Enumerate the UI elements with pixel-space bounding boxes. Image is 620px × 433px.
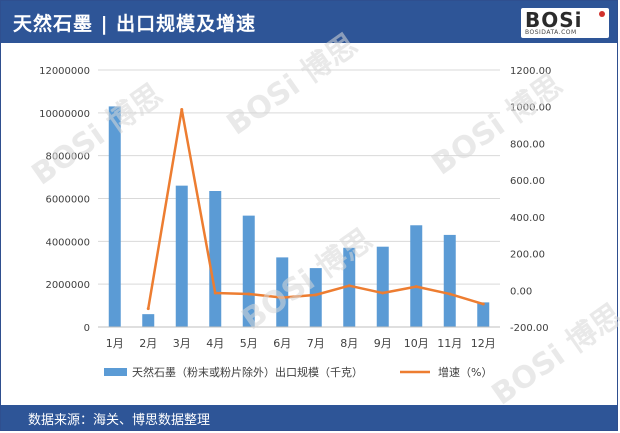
bar-11月 bbox=[443, 234, 456, 327]
growth-point-10月 bbox=[414, 285, 418, 289]
logo-subtitle: BOSIDATA.COM bbox=[525, 29, 577, 36]
left-tick-label: 12000000 bbox=[39, 66, 90, 77]
x-tick-label: 11月 bbox=[437, 337, 462, 350]
chart-area: 0 2000000 4000000 6000000 8000000 10000000 120… bbox=[39, 66, 551, 379]
growth-point-5月 bbox=[247, 292, 251, 296]
left-tick-label: 10000000 bbox=[39, 109, 90, 120]
bar-6月 bbox=[276, 257, 289, 327]
x-tick-label: 7月 bbox=[307, 337, 325, 350]
right-tick-label: 600.00 bbox=[510, 176, 545, 187]
x-tick-label: 9月 bbox=[374, 337, 392, 350]
growth-point-9月 bbox=[381, 291, 385, 295]
right-tick-label: 0.00 bbox=[510, 286, 532, 297]
right-tick-label: 200.00 bbox=[510, 250, 545, 261]
left-tick-label: 6000000 bbox=[45, 195, 90, 206]
bar-4月 bbox=[209, 191, 222, 327]
left-tick-label: 0 bbox=[84, 323, 90, 334]
chart-title: 天然石墨 | 出口规模及增速 bbox=[13, 13, 257, 35]
x-tick-label: 3月 bbox=[173, 337, 191, 350]
logo-word: BOSi bbox=[525, 8, 583, 32]
bar-12月 bbox=[477, 302, 490, 327]
bar-8月 bbox=[343, 247, 356, 327]
right-tick-label: 1000.00 bbox=[510, 103, 551, 114]
x-tick-label: 8月 bbox=[340, 337, 358, 350]
bar-10月 bbox=[410, 225, 423, 327]
x-tick-label: 2月 bbox=[139, 337, 157, 350]
growth-point-11月 bbox=[448, 292, 452, 296]
bar-2月 bbox=[142, 314, 155, 327]
growth-point-8月 bbox=[347, 284, 351, 288]
growth-point-2月 bbox=[146, 307, 150, 311]
left-tick-label: 8000000 bbox=[45, 152, 90, 163]
right-tick-label: -200.00 bbox=[510, 323, 549, 334]
left-tick-label: 2000000 bbox=[45, 280, 90, 291]
bar-3月 bbox=[175, 185, 188, 327]
bar-5月 bbox=[242, 215, 255, 327]
logo-dot-icon bbox=[599, 11, 605, 17]
x-tick-label: 4月 bbox=[206, 337, 224, 350]
data-source: 数据来源：海关、博思数据整理 bbox=[28, 413, 211, 428]
footer-bar: 数据来源：海关、博思数据整理 bbox=[1, 405, 617, 430]
x-tick-label: 1月 bbox=[106, 337, 124, 350]
legend-bar-swatch bbox=[104, 368, 127, 376]
growth-point-6月 bbox=[280, 296, 284, 300]
bar-7月 bbox=[309, 268, 322, 327]
growth-point-4月 bbox=[213, 291, 217, 295]
growth-point-7月 bbox=[314, 293, 318, 297]
bar-9月 bbox=[376, 246, 389, 327]
x-tick-label: 10月 bbox=[404, 337, 429, 350]
right-tick-label: 400.00 bbox=[510, 213, 545, 224]
right-tick-label: 1200.00 bbox=[510, 66, 551, 77]
legend-line-label: 增速（%） bbox=[438, 365, 492, 379]
x-tick-label: 6月 bbox=[273, 337, 291, 350]
growth-point-12月 bbox=[481, 302, 485, 306]
x-tick-label: 12月 bbox=[471, 337, 496, 350]
left-tick-label: 4000000 bbox=[45, 237, 90, 248]
right-tick-label: 800.00 bbox=[510, 139, 545, 150]
header-bar: 天然石墨 | 出口规模及增速 BOSi BOSIDATA.COM bbox=[1, 1, 617, 43]
bosi-logo: BOSi BOSIDATA.COM bbox=[521, 8, 609, 38]
bar-1月 bbox=[108, 106, 121, 328]
legend-bar-label: 天然石墨（粉末或粉片除外）出口规模（千克） bbox=[132, 365, 363, 379]
x-tick-label: 5月 bbox=[240, 337, 258, 350]
growth-point-3月 bbox=[180, 107, 184, 111]
